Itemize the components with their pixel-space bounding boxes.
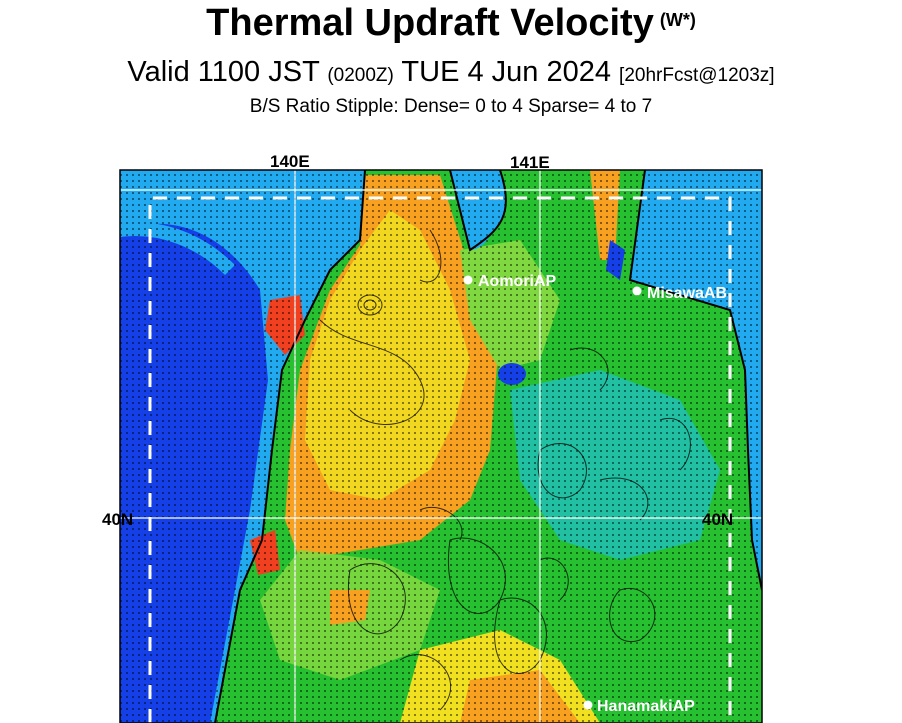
- title-text: Thermal Updraft Velocity: [206, 2, 654, 44]
- city-label-aomori: AomoriAP: [478, 273, 557, 290]
- city-label-hanamaki: HanamakiAP: [597, 698, 695, 715]
- forecast-info: [20hrFcst@1203z]: [619, 65, 775, 86]
- valid-time-line: Valid 1100 JST (0200Z) TUE 4 Jun 2024 [2…: [0, 56, 902, 89]
- city-marker-misawa: [632, 286, 642, 296]
- title-symbol: (W*): [659, 10, 696, 30]
- lat-label-40n-right: 40N: [702, 510, 733, 529]
- stipple-legend: B/S Ratio Stipple: Dense= 0 to 4 Sparse=…: [249, 96, 653, 117]
- stipple-overlay: [120, 170, 762, 723]
- valid-date: TUE 4 Jun 2024: [401, 56, 611, 88]
- city-marker-aomori: [463, 275, 473, 285]
- map-panel: 140E 141E 40N 40N AomoriAP MisawaAB Hana…: [0, 120, 902, 723]
- lat-label-40n-left: 40N: [102, 510, 133, 529]
- chart-title: Thermal Updraft Velocity (W*): [0, 2, 902, 45]
- city-label-misawa: MisawaAB: [647, 285, 727, 302]
- forecast-map: 140E 141E 40N 40N AomoriAP MisawaAB Hana…: [102, 152, 763, 723]
- map-field: [120, 170, 762, 723]
- map-frame: [119, 169, 763, 723]
- lon-label-141e: 141E: [510, 153, 550, 172]
- graticule: [120, 170, 762, 723]
- city-marker-hanamaki: [583, 700, 593, 710]
- valid-utc-time: (0200Z): [327, 65, 394, 86]
- lon-label-140e: 140E: [270, 152, 310, 171]
- valid-local-time: Valid 1100 JST: [127, 56, 320, 88]
